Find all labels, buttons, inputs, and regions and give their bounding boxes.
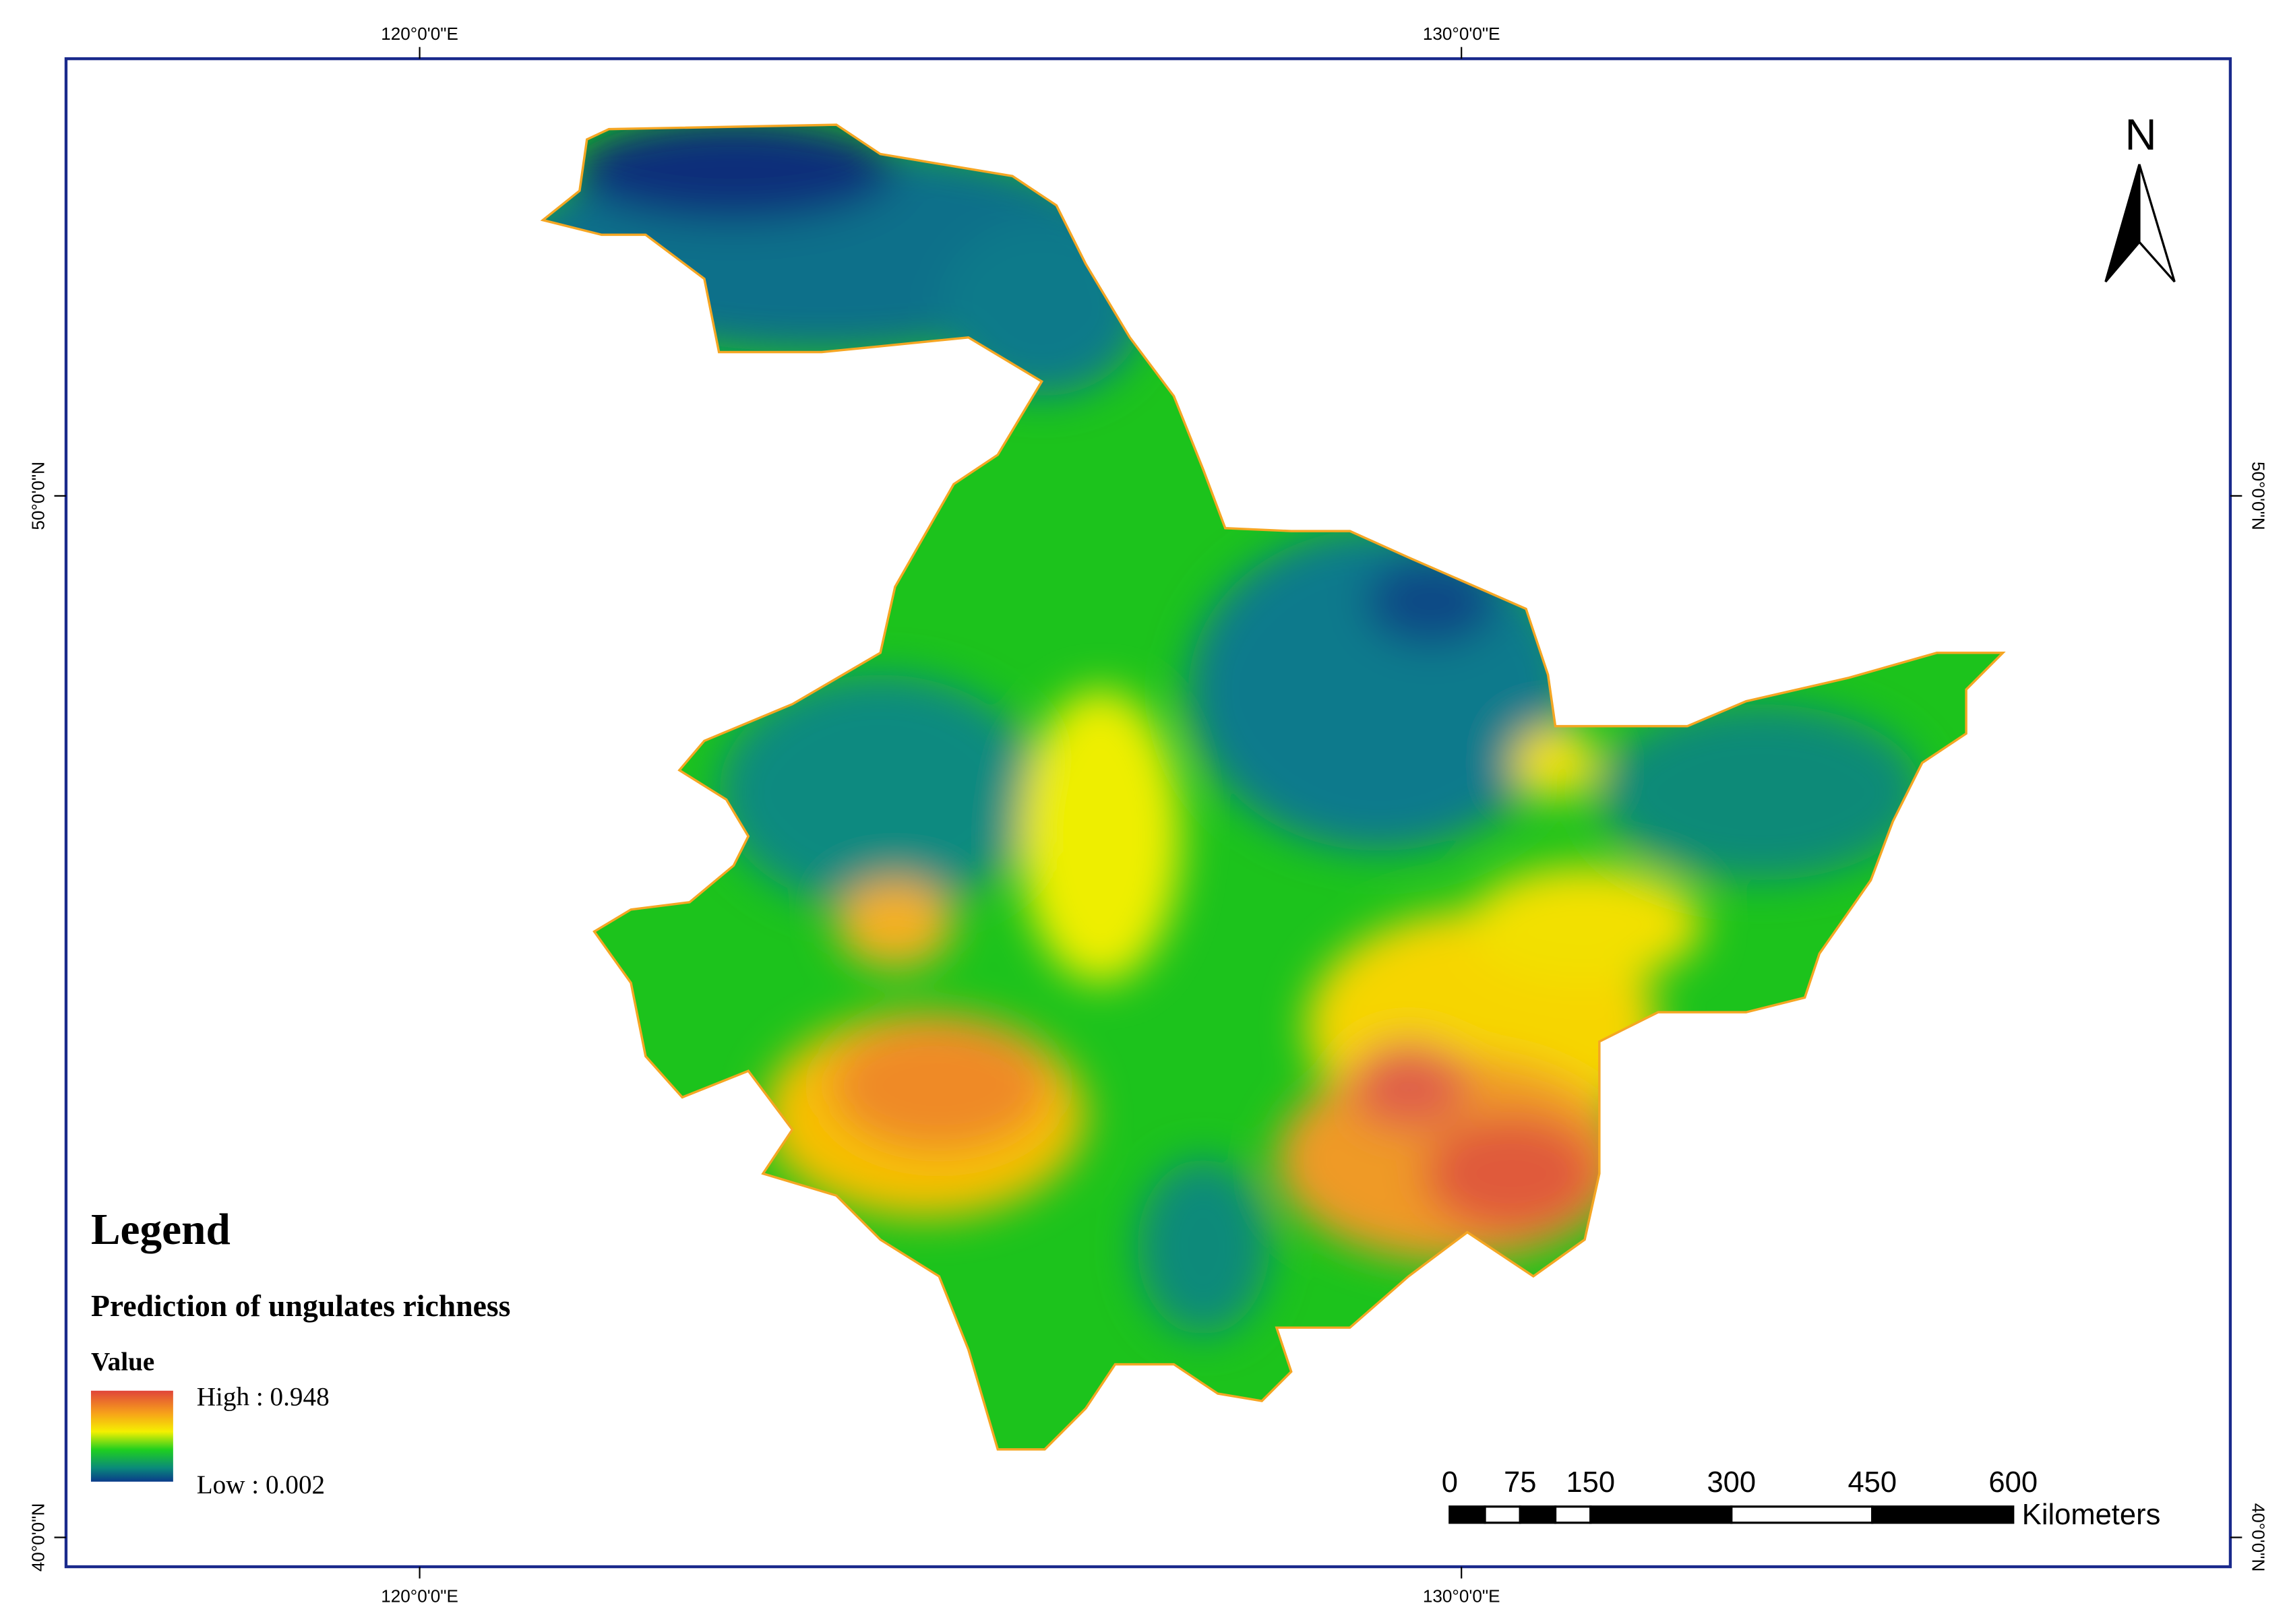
- scale-segment: [1519, 1505, 1557, 1524]
- longitude-label: 130°0'0"E: [1423, 1586, 1500, 1606]
- scale-tick-label: 600: [1988, 1466, 2038, 1499]
- legend-high: High : 0.948: [197, 1383, 330, 1412]
- north-arrow: N: [2104, 110, 2176, 283]
- legend-ramp: [90, 1390, 173, 1482]
- scale-segment: [1589, 1505, 1733, 1524]
- legend-title: Legend: [91, 1206, 231, 1254]
- longitude-label: 130°0'0"E: [1423, 24, 1500, 44]
- scale-tick-label: 150: [1566, 1466, 1615, 1499]
- legend-low: Low : 0.002: [197, 1470, 325, 1499]
- scale-tick-label: 0: [1442, 1466, 1458, 1499]
- longitude-label: 120°0'0"E: [381, 24, 458, 44]
- latitude-label: 50°0'0"N: [2249, 462, 2269, 530]
- scale-segment: [1484, 1505, 1521, 1524]
- scale-tick-label: 450: [1848, 1466, 1897, 1499]
- graticule-ticks: [54, 46, 2242, 1579]
- north-label: N: [2125, 110, 2157, 159]
- scale-unit: Kilometers: [2022, 1499, 2161, 1531]
- scale-tick-label: 300: [1707, 1466, 1756, 1499]
- scale-segment: [1871, 1505, 2015, 1524]
- legend-layer: Prediction of ungulates richness: [91, 1288, 511, 1323]
- latitude-label: 50°0'0"N: [28, 462, 48, 530]
- latitude-label: 40°0'0"N: [2249, 1503, 2269, 1572]
- latitude-label: 40°0'0"N: [28, 1503, 48, 1572]
- legend-field: Value: [91, 1347, 154, 1376]
- scale-segment: [1730, 1505, 1874, 1524]
- legend: Legend Prediction of ungulates richness …: [91, 1206, 511, 1499]
- scale-segment: [1448, 1505, 1486, 1524]
- longitude-label: 120°0'0"E: [381, 1586, 458, 1606]
- scale-segment: [1554, 1505, 1592, 1524]
- scale-tick-label: 75: [1504, 1466, 1536, 1499]
